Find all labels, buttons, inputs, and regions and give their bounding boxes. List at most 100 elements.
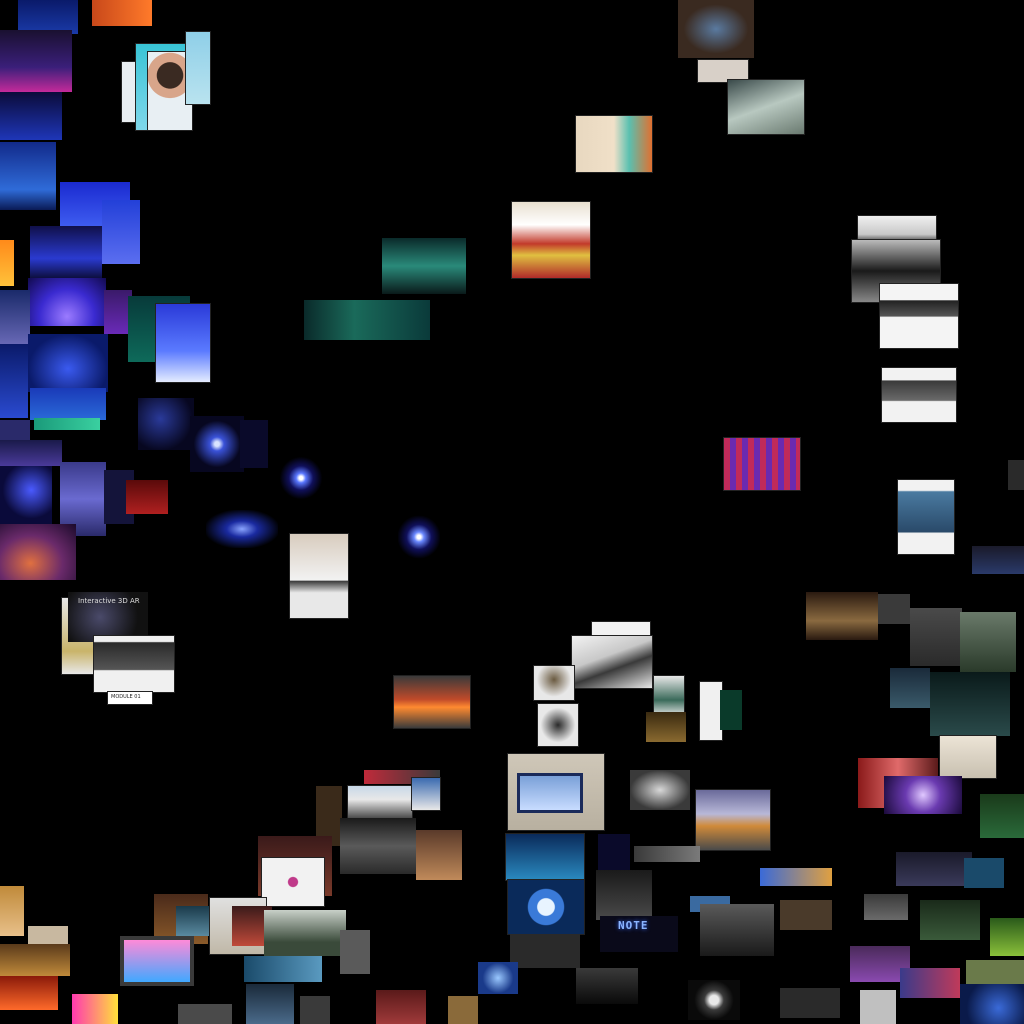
collage-tile[interactable] [596, 870, 652, 920]
collage-tile[interactable] [576, 116, 652, 172]
collage-tile[interactable] [104, 290, 132, 334]
collage-tile[interactable] [630, 770, 690, 810]
collage-tile[interactable] [990, 918, 1024, 956]
collage-tile[interactable] [0, 976, 58, 1010]
collage-tile[interactable] [148, 52, 192, 130]
collage-tile[interactable] [280, 456, 322, 500]
collage-tile[interactable] [28, 926, 68, 944]
collage-tile[interactable] [728, 80, 804, 134]
collage-tile[interactable] [780, 900, 832, 930]
collage-tile[interactable] [724, 438, 800, 490]
collage-tile[interactable] [0, 240, 14, 286]
collage-tile[interactable] [348, 786, 412, 820]
collage-tile[interactable] [416, 830, 462, 880]
collage-tile[interactable] [0, 142, 56, 210]
collage-tile[interactable] [0, 524, 76, 580]
collage-tile[interactable] [806, 592, 878, 640]
collage-tile[interactable] [264, 910, 346, 956]
collage-tile[interactable] [28, 278, 106, 326]
collage-tile[interactable] [0, 344, 28, 418]
collage-tile[interactable] [964, 858, 1004, 888]
collage-tile[interactable] [124, 940, 190, 982]
collage-tile[interactable] [512, 202, 590, 278]
collage-tile[interactable] [900, 968, 960, 998]
collage-tile[interactable] [340, 818, 416, 874]
collage-tile[interactable] [880, 284, 958, 348]
collage-tile[interactable] [382, 238, 466, 294]
collage-tile[interactable] [1008, 460, 1024, 490]
collage-tile[interactable] [980, 794, 1024, 838]
collage-tile[interactable] [930, 672, 1010, 736]
collage-tile[interactable] [506, 834, 584, 880]
collage-tile[interactable] [760, 868, 832, 886]
collage-tile[interactable] [60, 462, 106, 536]
collage-tile[interactable] [654, 676, 684, 716]
collage-tile[interactable] [178, 1004, 232, 1024]
collage-tile[interactable] [882, 368, 956, 422]
collage-tile[interactable] [18, 0, 78, 34]
collage-tile[interactable] [34, 418, 100, 430]
collage-tile[interactable] [92, 0, 152, 26]
collage-tile[interactable] [300, 996, 330, 1024]
collage-tile[interactable] [896, 852, 972, 886]
collage-tile[interactable] [102, 200, 140, 264]
collage-tile[interactable] [412, 778, 440, 810]
collage-tile[interactable] [156, 304, 210, 382]
collage-tile[interactable] [138, 398, 194, 450]
collage-tile[interactable] [920, 900, 980, 940]
collage-tile[interactable] [398, 514, 440, 560]
collage-tile[interactable] [240, 420, 268, 468]
collage-tile[interactable] [508, 880, 584, 934]
collage-tile[interactable] [0, 466, 52, 526]
collage-tile[interactable] [576, 968, 638, 1004]
collage-tile[interactable] [538, 704, 578, 746]
collage-tile[interactable] [244, 956, 322, 982]
collage-tile[interactable] [700, 904, 774, 956]
collage-tile[interactable] [910, 608, 962, 666]
collage-tile[interactable] [0, 30, 72, 92]
collage-tile[interactable] [246, 984, 294, 1024]
collage-tile[interactable] [972, 546, 1024, 574]
collage-tile[interactable]: Interactive 3D AR [68, 592, 148, 642]
collage-tile[interactable] [262, 858, 324, 906]
collage-tile[interactable] [698, 60, 748, 82]
collage-tile[interactable] [696, 790, 770, 850]
collage-tile[interactable] [448, 996, 478, 1024]
collage-tile[interactable] [0, 944, 70, 976]
collage-tile[interactable] [884, 776, 962, 814]
collage-tile[interactable] [28, 334, 108, 392]
collage-tile[interactable] [478, 962, 518, 994]
collage-tile[interactable] [340, 930, 370, 974]
collage-tile[interactable] [126, 480, 168, 514]
collage-tile[interactable] [72, 994, 118, 1024]
collage-tile[interactable] [520, 776, 580, 810]
collage-tile[interactable] [646, 712, 686, 742]
collage-tile[interactable] [860, 990, 896, 1024]
collage-tile[interactable]: NOTE [600, 916, 678, 952]
collage-tile[interactable] [304, 300, 430, 340]
collage-tile[interactable] [0, 886, 24, 936]
collage-tile[interactable] [966, 960, 1024, 984]
collage-tile[interactable] [720, 690, 742, 730]
collage-tile[interactable] [688, 980, 740, 1020]
collage-tile[interactable] [206, 510, 278, 548]
collage-tile[interactable] [878, 594, 910, 624]
collage-tile[interactable] [94, 636, 174, 692]
collage-tile[interactable] [186, 32, 210, 104]
collage-tile[interactable] [598, 834, 630, 870]
collage-tile[interactable] [190, 416, 244, 472]
collage-tile[interactable] [890, 668, 930, 708]
collage-tile[interactable] [0, 92, 62, 140]
collage-tile[interactable] [510, 934, 580, 968]
collage-tile[interactable] [634, 846, 700, 862]
collage-tile[interactable] [940, 736, 996, 778]
collage-tile[interactable] [864, 894, 908, 920]
collage-tile[interactable] [0, 440, 62, 466]
collage-tile[interactable] [30, 388, 106, 420]
collage-tile[interactable] [700, 682, 722, 740]
collage-tile[interactable] [376, 990, 426, 1024]
collage-tile[interactable] [780, 988, 840, 1018]
collage-tile[interactable] [30, 226, 102, 280]
collage-tile[interactable] [572, 636, 652, 688]
collage-tile[interactable] [0, 420, 30, 440]
